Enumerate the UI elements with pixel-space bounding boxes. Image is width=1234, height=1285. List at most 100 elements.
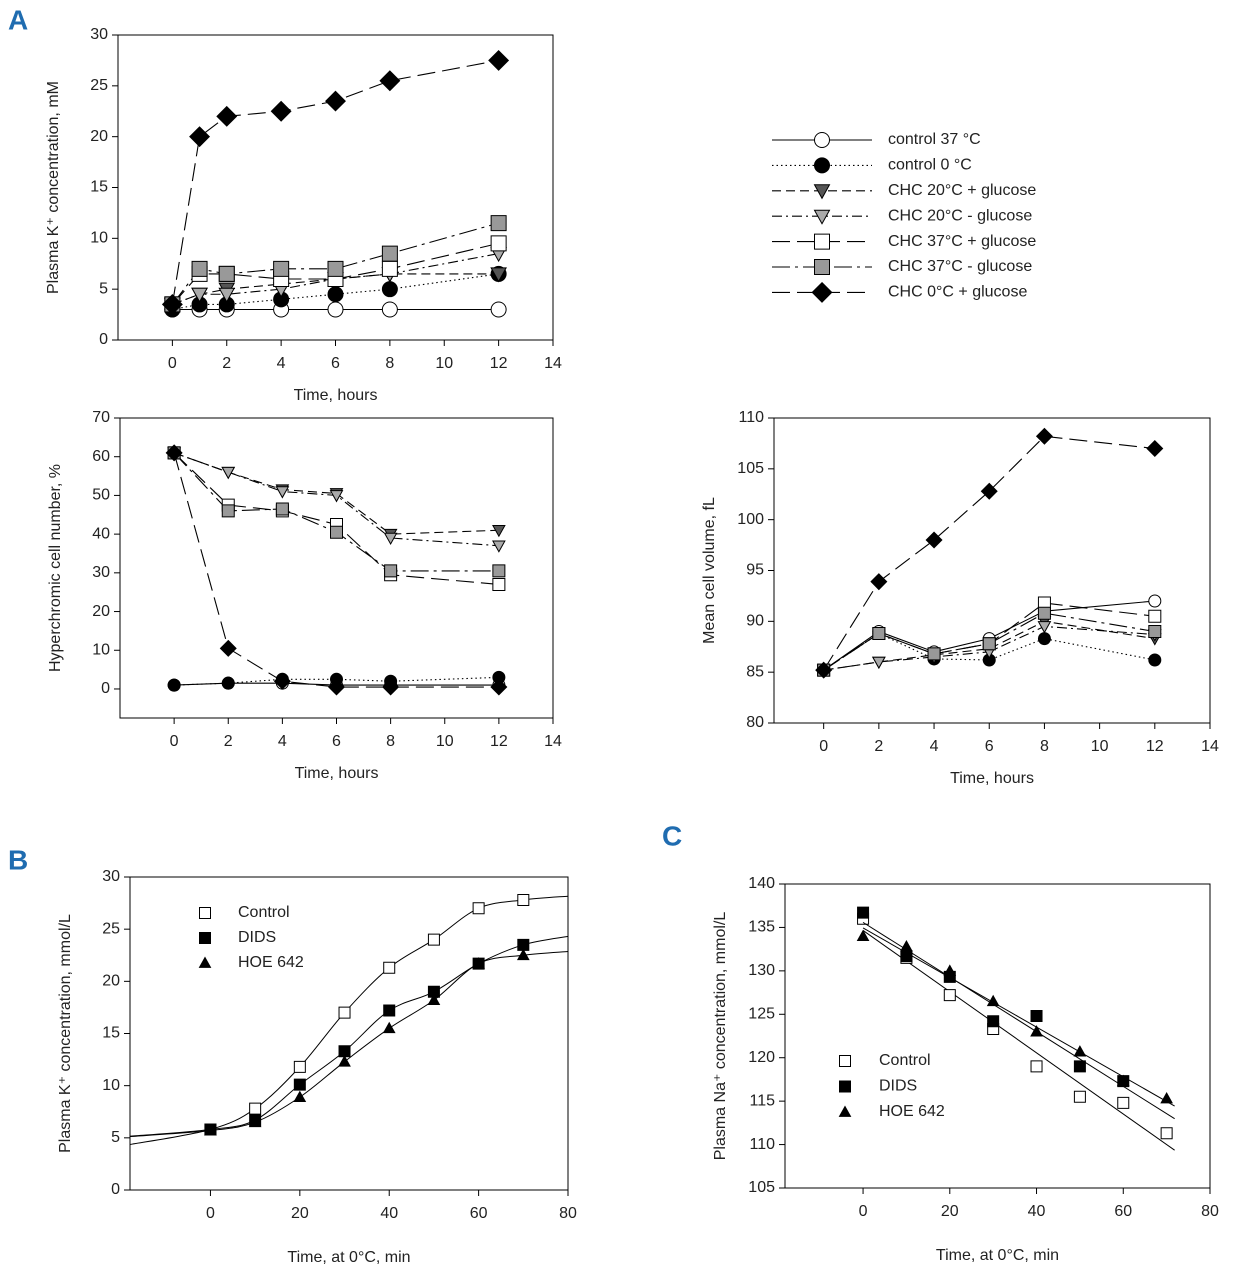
series-line [173, 452, 499, 585]
x-tick-label: 20 [941, 1203, 959, 1220]
x-tick-label: 0 [170, 733, 179, 750]
x-tick-label: 2 [222, 355, 231, 372]
marker [381, 281, 398, 298]
y-axis-label: Hyperchromic cell number, % [47, 464, 64, 672]
marker [1117, 1096, 1130, 1109]
marker [275, 502, 289, 516]
marker [943, 989, 956, 1002]
x-tick-label: 6 [985, 738, 994, 755]
series-line [823, 600, 1155, 671]
legend-marker [838, 1105, 852, 1117]
y-tick-label: 0 [101, 680, 110, 697]
y-tick-label: 110 [749, 1136, 775, 1153]
marker [329, 490, 344, 503]
legend-marker [839, 1055, 851, 1067]
legend-label: HOE 642 [238, 954, 304, 971]
y-tick-label: 40 [92, 525, 110, 542]
marker [327, 301, 344, 318]
marker [815, 661, 833, 679]
marker [943, 964, 957, 976]
marker [248, 1115, 262, 1128]
marker [383, 961, 396, 974]
marker [293, 1078, 306, 1091]
series-line [823, 625, 1155, 671]
fit-line [129, 935, 569, 1137]
x-tick-label: 80 [1201, 1203, 1219, 1220]
x-tick-label: 60 [470, 1205, 488, 1222]
fit-line [862, 930, 1175, 1151]
marker [472, 957, 485, 969]
marker [218, 287, 236, 303]
marker [327, 678, 346, 696]
x-tick-label: 10 [1091, 738, 1109, 755]
y-tick-label: 135 [748, 919, 775, 936]
y-tick-label: 60 [92, 448, 110, 465]
legend-marker [814, 157, 830, 174]
legend-marker [814, 233, 830, 250]
legend-marker [199, 907, 211, 919]
marker [427, 933, 440, 946]
marker [1116, 1074, 1130, 1087]
legend-marker [811, 281, 833, 303]
y-tick-label: 100 [737, 511, 764, 528]
marker [1073, 1090, 1086, 1103]
y-tick-label: 5 [99, 280, 108, 297]
x-tick-label: 40 [1028, 1203, 1046, 1220]
y-tick-label: 25 [102, 920, 120, 937]
marker [1030, 1010, 1043, 1023]
panel-label: B [8, 844, 28, 875]
legend-label: CHC 20°C - glucose [888, 207, 1032, 224]
legend-label: HOE 642 [879, 1103, 945, 1120]
y-tick-label: 5 [111, 1129, 120, 1146]
y-tick-label: 30 [90, 26, 108, 43]
panel-label: C [662, 820, 682, 851]
x-tick-label: 12 [490, 355, 508, 372]
y-tick-label: 30 [102, 868, 120, 885]
marker [427, 993, 441, 1006]
y-tick-label: 95 [746, 562, 764, 579]
y-axis-label: Mean cell volume, fL [701, 497, 718, 644]
y-tick-label: 0 [111, 1181, 120, 1198]
marker [980, 482, 998, 500]
x-tick-label: 14 [544, 733, 562, 750]
panel-label: A [8, 4, 28, 35]
y-tick-label: 105 [748, 1179, 775, 1196]
marker [216, 105, 238, 127]
marker [384, 564, 398, 578]
y-tick-label: 140 [748, 875, 775, 892]
legend-label: CHC 37°C - glucose [888, 258, 1032, 275]
x-tick-label: 2 [224, 733, 233, 750]
marker [492, 564, 506, 578]
marker [293, 1060, 306, 1073]
marker [870, 573, 888, 591]
marker [516, 948, 530, 961]
marker [381, 245, 398, 262]
y-tick-label: 105 [737, 460, 764, 477]
legend-marker [814, 259, 830, 275]
marker [167, 678, 181, 692]
x-tick-label: 12 [490, 733, 508, 750]
series-line [173, 452, 499, 688]
y-tick-label: 90 [746, 613, 764, 630]
marker [1148, 594, 1162, 608]
y-tick-label: 130 [748, 962, 775, 979]
x-tick-label: 60 [1114, 1203, 1132, 1220]
x-tick-label: 12 [1146, 738, 1164, 755]
marker [1073, 1045, 1087, 1057]
x-tick-label: 2 [874, 738, 883, 755]
marker [872, 627, 886, 641]
marker [338, 1055, 351, 1067]
marker [275, 486, 290, 499]
legend-marker [198, 956, 212, 968]
x-tick-label: 8 [1040, 738, 1049, 755]
y-tick-label: 10 [102, 1077, 120, 1094]
x-axis-label: Time, at 0°C, min [287, 1249, 410, 1266]
marker [1160, 1127, 1173, 1140]
marker [382, 1021, 396, 1034]
x-tick-label: 0 [819, 738, 828, 755]
y-axis-label: Plasma K⁺ concentration, mmol/L [57, 914, 74, 1153]
y-tick-label: 15 [90, 179, 108, 196]
y-tick-label: 30 [92, 564, 110, 581]
marker [1148, 609, 1162, 623]
legend-label: Control [238, 904, 290, 921]
